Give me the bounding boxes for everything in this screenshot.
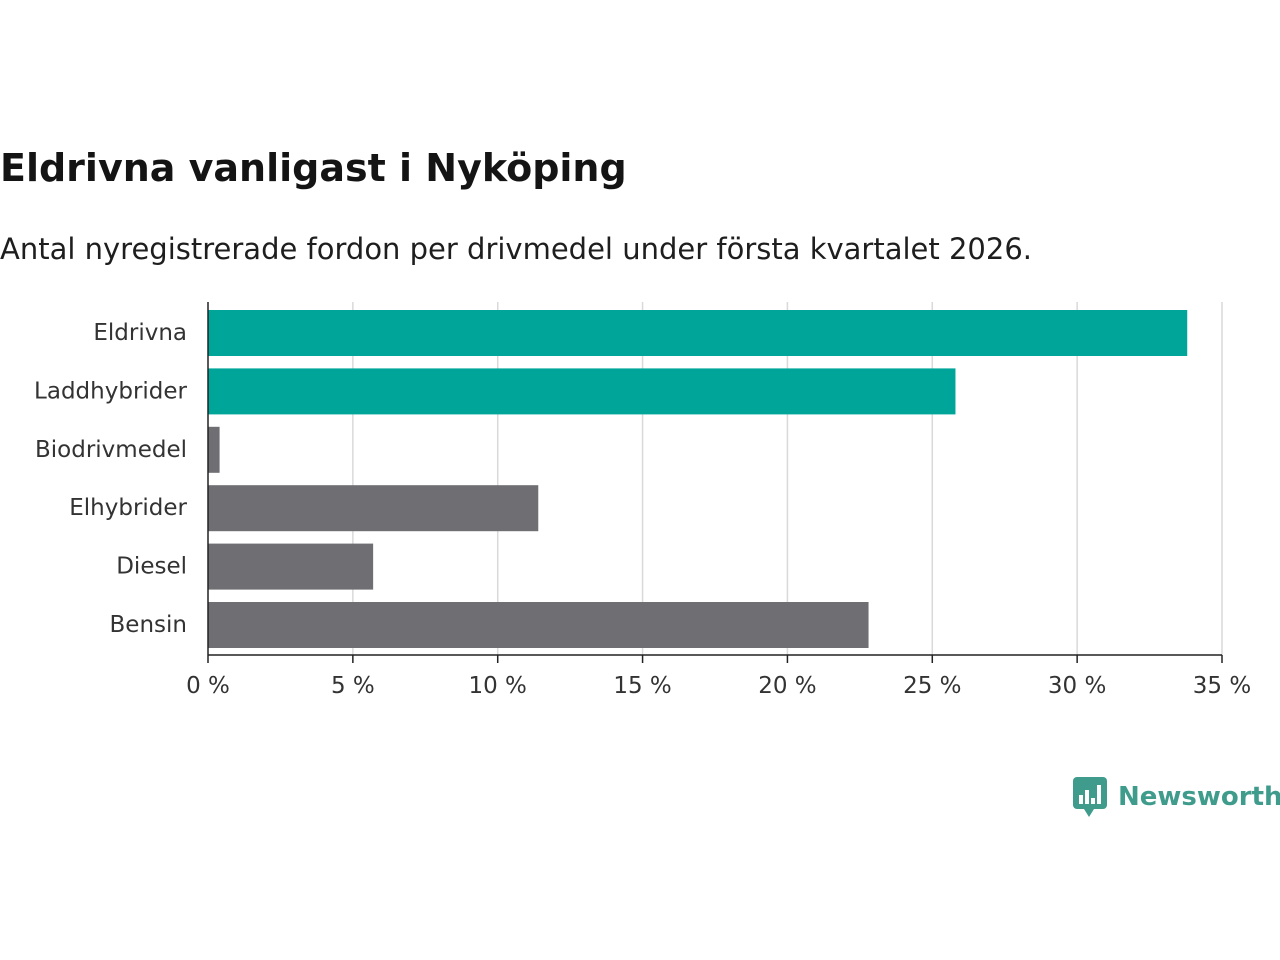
bar-laddhybrider bbox=[208, 368, 956, 415]
newsworthy-logo-icon bbox=[1073, 777, 1107, 817]
bars bbox=[208, 310, 1188, 648]
category-label: Bensin bbox=[110, 612, 187, 638]
x-axis: 0 % 5 % 10 % 15 % 20 % 25 % 30 % 35 % bbox=[186, 302, 1251, 699]
category-label: Eldrivna bbox=[93, 320, 187, 346]
brand-name: Newsworthy bbox=[1118, 782, 1280, 812]
x-tick-label: 25 % bbox=[903, 673, 961, 699]
bar-eldrivna bbox=[208, 310, 1188, 356]
bar-elhybrider bbox=[208, 485, 539, 532]
category-label: Diesel bbox=[116, 554, 187, 580]
x-tick-label: 5 % bbox=[331, 673, 375, 699]
x-tick-label: 35 % bbox=[1193, 673, 1251, 699]
x-tick-label: 0 % bbox=[186, 673, 230, 699]
bar-diesel bbox=[208, 543, 374, 590]
brand-logo: Newsworthy bbox=[1072, 776, 1280, 818]
bar-bensin bbox=[208, 602, 869, 648]
x-tick-label: 30 % bbox=[1048, 673, 1106, 699]
grid-lines bbox=[352, 302, 1223, 655]
category-label: Biodrivmedel bbox=[35, 437, 187, 463]
category-label: Laddhybrider bbox=[34, 378, 187, 404]
x-tick-label: 20 % bbox=[758, 673, 816, 699]
chart-subtitle: Antal nyregistrerade fordon per drivmede… bbox=[0, 232, 1033, 266]
chart-title: Eldrivna vanligast i Nyköping bbox=[0, 146, 627, 190]
x-tick-label: 10 % bbox=[468, 673, 526, 699]
bar-biodrivmedel bbox=[208, 426, 220, 473]
category-label: Elhybrider bbox=[69, 495, 187, 521]
x-tick-label: 15 % bbox=[613, 673, 671, 699]
category-labels: Eldrivna Laddhybrider Biodrivmedel Elhybrid… bbox=[34, 320, 187, 638]
